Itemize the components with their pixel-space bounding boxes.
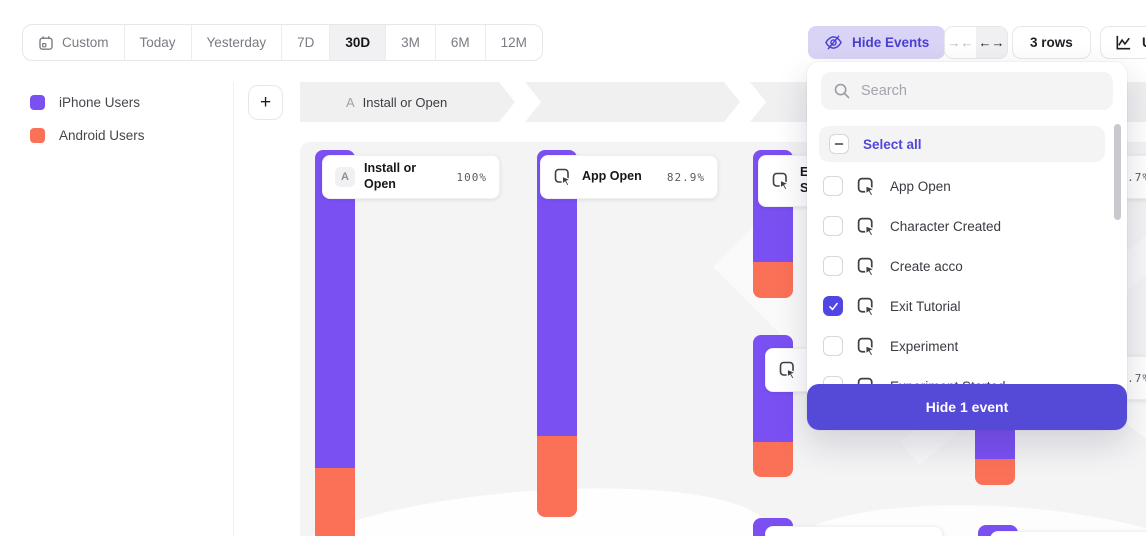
date-range-label: 6M bbox=[450, 35, 470, 50]
event-icon bbox=[856, 336, 877, 357]
event-icon bbox=[778, 360, 798, 380]
collapse-panels-button[interactable]: →← bbox=[945, 27, 976, 58]
date-range-label: Custom bbox=[62, 35, 109, 50]
date-range-3m[interactable]: 3M bbox=[385, 25, 435, 60]
panel-divider bbox=[233, 82, 234, 536]
expand-arrows-icon: ←→ bbox=[978, 35, 1005, 50]
add-step-button[interactable]: + bbox=[248, 85, 283, 120]
android-color-swatch bbox=[30, 128, 45, 143]
search-icon bbox=[833, 82, 851, 100]
event-item-create-acco[interactable]: Create acco bbox=[807, 246, 1127, 286]
hide-1-event-label: Hide 1 event bbox=[925, 399, 1009, 415]
bar-step3-android[interactable] bbox=[753, 262, 793, 298]
bar-step2-android[interactable] bbox=[537, 436, 577, 517]
date-range-label: 30D bbox=[345, 35, 371, 50]
event-icon bbox=[856, 176, 877, 197]
rows-count-label: 3 rows bbox=[1030, 35, 1073, 50]
bar-step1-iphone[interactable] bbox=[315, 150, 355, 468]
select-all-label: Select all bbox=[863, 136, 922, 152]
bar-step6-android[interactable] bbox=[975, 459, 1015, 485]
expand-panels-button[interactable]: ←→ bbox=[976, 27, 1007, 58]
band-step-label: Install or Open bbox=[362, 94, 448, 110]
date-range-label: 7D bbox=[297, 35, 315, 50]
calendar-icon bbox=[38, 35, 54, 51]
legend-label: iPhone Users bbox=[59, 95, 141, 110]
event-search-input[interactable] bbox=[861, 83, 1101, 99]
hide-events-dropdown: Select all App Open Character Created Cr… bbox=[807, 62, 1127, 430]
event-checkbox[interactable] bbox=[823, 216, 843, 236]
event-checkbox[interactable] bbox=[823, 176, 843, 196]
date-range-label: Yesterday bbox=[206, 35, 267, 50]
event-list: App Open Character Created Create acco E… bbox=[807, 166, 1127, 406]
legend-item-android[interactable]: Android Users bbox=[30, 128, 145, 143]
bar-step1-android[interactable] bbox=[315, 468, 355, 536]
chart-grouping-button[interactable]: U bbox=[1100, 26, 1146, 59]
band-step-2[interactable] bbox=[525, 82, 740, 122]
legend-label: Android Users bbox=[59, 128, 145, 143]
event-checkbox[interactable] bbox=[823, 336, 843, 356]
step-card-8[interactable] bbox=[990, 531, 1146, 536]
date-range-control: Custom Today Yesterday 7D 30D 3M 6M 12M bbox=[22, 24, 543, 61]
step-card-percent: 82.9% bbox=[666, 170, 705, 184]
hide-events-label: Hide Events bbox=[852, 35, 930, 50]
event-item-label: Experiment bbox=[890, 338, 959, 354]
event-item-label: Exit Tutorial bbox=[890, 298, 961, 314]
indeterminate-dash-icon bbox=[832, 137, 846, 151]
event-item-exit-tutorial[interactable]: Exit Tutorial bbox=[807, 286, 1127, 326]
bar-step5-android[interactable] bbox=[753, 442, 793, 477]
date-range-yesterday[interactable]: Yesterday bbox=[190, 25, 282, 60]
plus-icon: + bbox=[259, 91, 272, 113]
band-step-1[interactable]: A Install or Open bbox=[300, 82, 515, 122]
select-all-row[interactable]: Select all bbox=[819, 126, 1105, 162]
step-card-app-open[interactable]: App Open 82.9% bbox=[540, 155, 718, 199]
event-icon bbox=[771, 171, 791, 191]
event-item-app-open[interactable]: App Open bbox=[807, 166, 1127, 206]
date-range-6m[interactable]: 6M bbox=[434, 25, 485, 60]
step-card-label: App Open bbox=[582, 169, 642, 184]
date-range-label: 12M bbox=[500, 35, 527, 50]
panel-width-control: →← ←→ bbox=[944, 26, 1008, 59]
step-card-label: Install or Open bbox=[364, 161, 417, 191]
event-item-experiment[interactable]: Experiment bbox=[807, 326, 1127, 366]
date-range-12m[interactable]: 12M bbox=[484, 25, 542, 60]
step-card-7[interactable] bbox=[765, 526, 943, 536]
collapse-arrows-icon: →← bbox=[947, 35, 974, 50]
event-icon bbox=[856, 216, 877, 237]
event-item-character-created[interactable]: Character Created bbox=[807, 206, 1127, 246]
check-icon bbox=[827, 300, 840, 313]
event-icon bbox=[553, 167, 573, 187]
rows-count-button[interactable]: 3 rows bbox=[1012, 26, 1091, 59]
select-all-checkbox[interactable] bbox=[829, 134, 849, 154]
step-a-badge: A bbox=[335, 167, 355, 187]
legend-item-iphone[interactable]: iPhone Users bbox=[30, 95, 140, 110]
date-range-label: Today bbox=[139, 35, 176, 50]
date-range-30d[interactable]: 30D bbox=[329, 25, 386, 60]
date-range-7d[interactable]: 7D bbox=[281, 25, 329, 60]
event-icon bbox=[856, 296, 877, 317]
event-checkbox[interactable] bbox=[823, 296, 843, 316]
event-item-label: Create acco bbox=[890, 258, 963, 274]
step-card-install-or-open[interactable]: A Install or Open 100% bbox=[322, 155, 500, 199]
bar-step8-iphone[interactable] bbox=[978, 525, 1018, 536]
eye-off-icon bbox=[824, 33, 843, 52]
hide-events-button[interactable]: Hide Events bbox=[808, 26, 946, 59]
event-item-label: App Open bbox=[890, 178, 951, 194]
step-card-percent: 100% bbox=[456, 170, 487, 184]
line-chart-icon bbox=[1114, 33, 1133, 52]
event-checkbox[interactable] bbox=[823, 256, 843, 276]
event-search-box[interactable] bbox=[821, 72, 1113, 110]
date-range-today[interactable]: Today bbox=[123, 25, 191, 60]
date-range-label: 3M bbox=[401, 35, 420, 50]
dropdown-scrollbar[interactable] bbox=[1114, 124, 1121, 220]
iphone-color-swatch bbox=[30, 95, 45, 110]
date-range-custom[interactable]: Custom bbox=[23, 25, 124, 60]
hide-1-event-button[interactable]: Hide 1 event bbox=[807, 384, 1127, 430]
chart-grouping-label: U bbox=[1142, 35, 1146, 50]
event-icon bbox=[856, 256, 877, 277]
event-item-label: Character Created bbox=[890, 218, 1002, 234]
step-letter-badge: A bbox=[346, 94, 355, 110]
